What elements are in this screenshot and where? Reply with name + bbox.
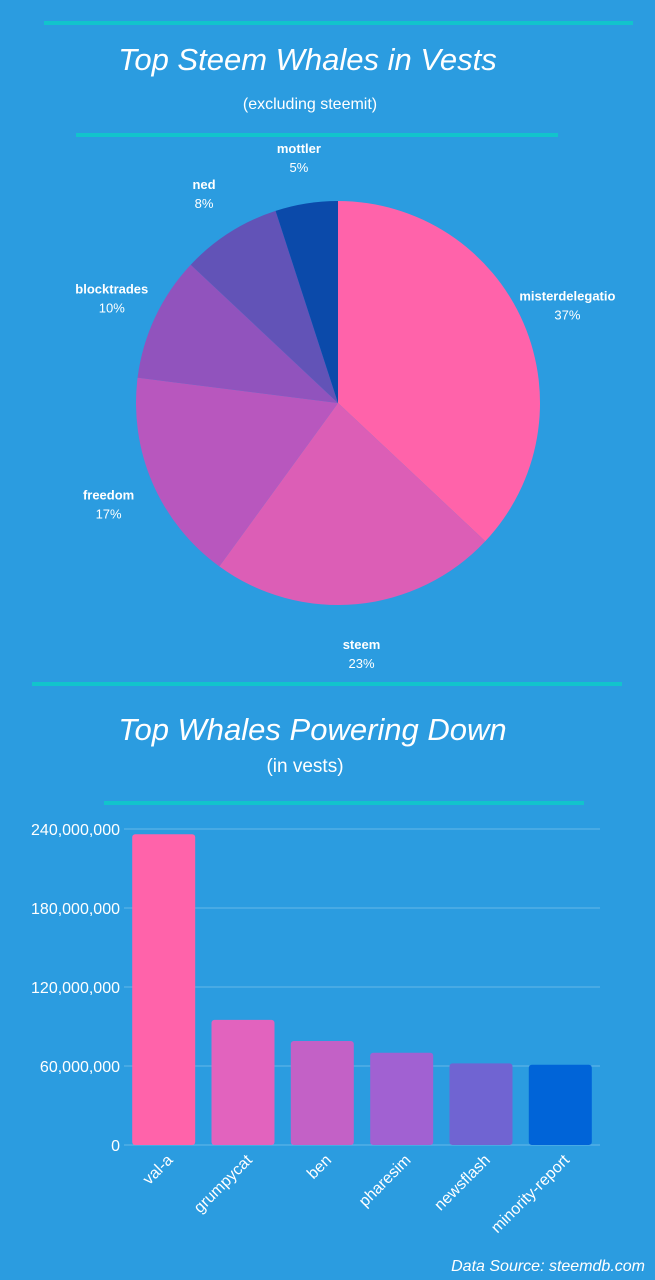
y-tick-label: 60,000,000 bbox=[40, 1059, 120, 1076]
x-tick-label-pharesim: pharesim bbox=[356, 1152, 415, 1211]
pie-slice-mottler bbox=[275, 201, 338, 403]
y-tick-label: 180,000,000 bbox=[31, 901, 120, 918]
y-tick-label: 0 bbox=[111, 1138, 120, 1155]
pie-pct-ned: 8% bbox=[195, 196, 214, 211]
bar-grumpycat bbox=[211, 1019, 275, 1145]
pie-chart-subtitle: (excluding steemit) bbox=[242, 96, 378, 113]
x-tick-label-grumpycat: grumpycat bbox=[191, 1151, 256, 1216]
pie-slice-misterdelegatio bbox=[338, 201, 540, 542]
x-tick-label-val-a: val-a bbox=[140, 1152, 177, 1189]
pie-chart: misterdelegatio 37% steem 23% freedom 17% bloc… bbox=[75, 141, 615, 671]
y-tick-label: 120,000,000 bbox=[31, 980, 120, 997]
section-divider bbox=[32, 682, 622, 686]
x-tick-label-newsflash: newsflash bbox=[431, 1152, 493, 1214]
bar-newsflash bbox=[449, 1063, 513, 1145]
pie-slice-freedom bbox=[135, 377, 338, 567]
top-divider bbox=[44, 21, 633, 25]
data-source-footer: Data Source: steemdb.com bbox=[451, 1258, 645, 1275]
pie-label-ned: ned bbox=[192, 177, 215, 192]
bar-ben bbox=[290, 1041, 354, 1145]
pie-label-blocktrades: blocktrades bbox=[75, 282, 148, 297]
pie-pct-misterdelegatio: 37% bbox=[554, 308, 580, 323]
pie-pct-steem: 23% bbox=[348, 656, 374, 671]
pie-pct-mottler: 5% bbox=[290, 160, 309, 175]
pie-label-mottler: mottler bbox=[277, 141, 321, 156]
pie-pct-freedom: 17% bbox=[96, 506, 122, 521]
bar-chart-title: Top Whales Powering Down bbox=[118, 712, 507, 747]
x-tick-label-minority-report: minority-report bbox=[488, 1151, 573, 1236]
bar-chart-subtitle: (in vests) bbox=[266, 756, 344, 777]
y-tick-label: 240,000,000 bbox=[31, 822, 120, 839]
pie-label-steem: steem bbox=[343, 637, 381, 652]
bar-title-divider bbox=[104, 801, 584, 805]
pie-pct-blocktrades: 10% bbox=[99, 301, 125, 316]
bar-chart: 0 60,000,000 120,000,000 180,000,000 240,000… bbox=[31, 822, 600, 1237]
pie-label-misterdelegatio: misterdelegatio bbox=[519, 289, 615, 304]
bar-val-a bbox=[132, 834, 196, 1145]
bar-pharesim bbox=[370, 1052, 434, 1145]
pie-title-divider bbox=[76, 133, 558, 137]
x-tick-label-ben: ben bbox=[304, 1152, 335, 1183]
pie-slice-ned bbox=[190, 210, 338, 403]
bar-minority-report bbox=[528, 1064, 592, 1145]
pie-label-freedom: freedom bbox=[83, 487, 134, 502]
pie-slice-blocktrades bbox=[137, 264, 338, 403]
pie-slice-steem bbox=[219, 403, 486, 605]
pie-chart-title: Top Steem Whales in Vests bbox=[118, 42, 497, 77]
